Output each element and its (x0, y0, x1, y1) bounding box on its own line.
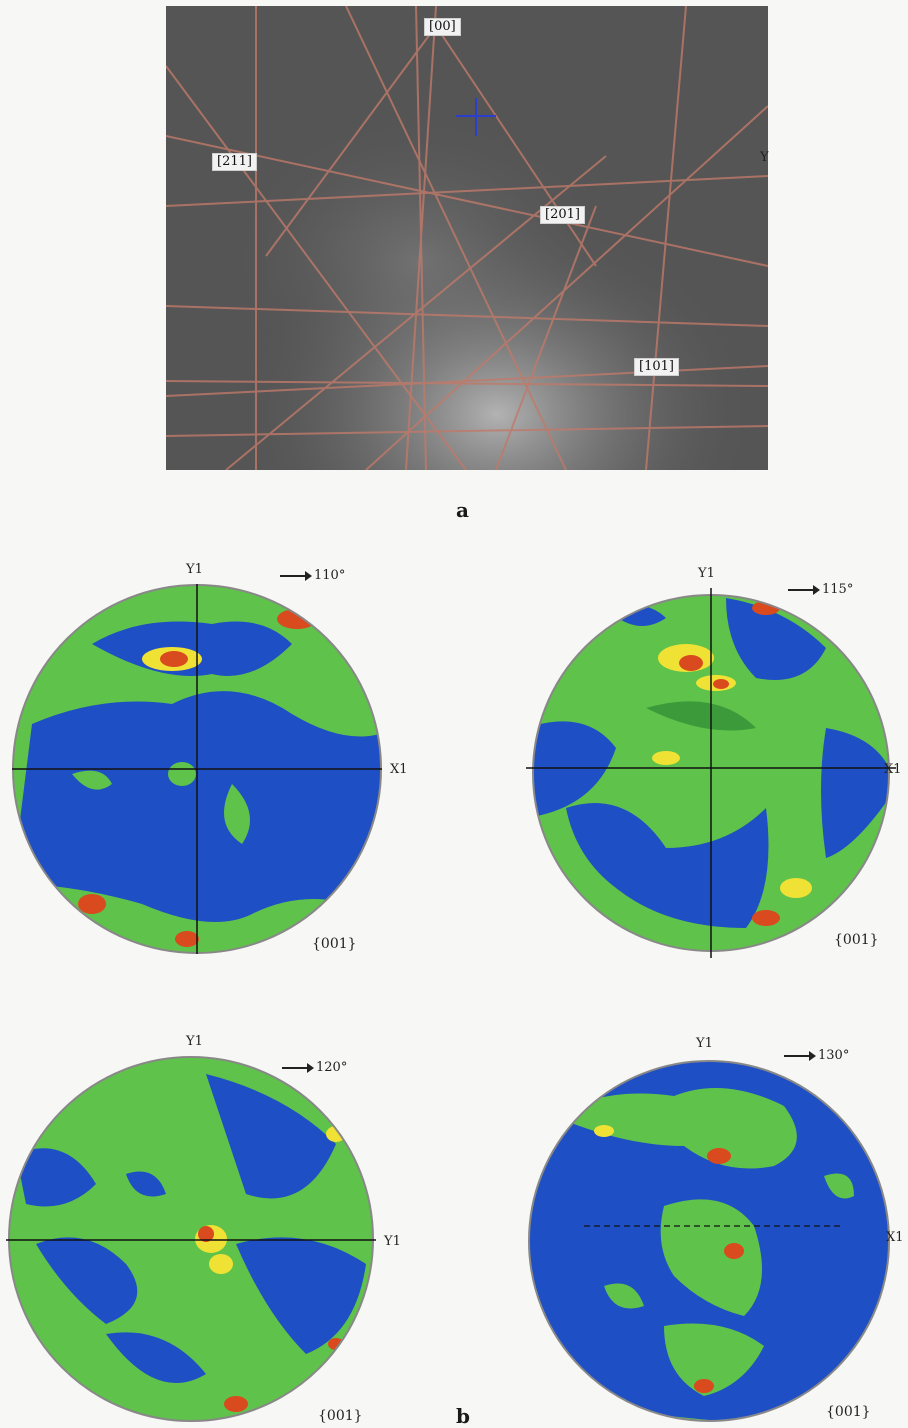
pole-figure-1-side-label: X1 (390, 762, 408, 777)
pole-label-201: [201] (540, 206, 585, 224)
pattern-edge-mark: Y (760, 150, 769, 165)
pole-figure-3-angle: 120° (282, 1060, 347, 1075)
panel-label-b: b (456, 1404, 470, 1428)
pole-figure-3-graphic (6, 1056, 376, 1422)
pole-figure-3-plane: {001} (318, 1408, 363, 1424)
pole-figure-3-top-label: Y1 (186, 1034, 203, 1049)
rotation-arrow-icon (788, 584, 820, 595)
pole-figure-3-side-label: Y1 (384, 1234, 401, 1249)
pole-label-00: [00] (424, 18, 461, 36)
pole-figure-4-side-label: X1 (886, 1230, 904, 1245)
pole-figure-4-plane: {001} (826, 1404, 871, 1420)
rotation-arrow-icon (280, 570, 312, 581)
pattern-center-cross (456, 98, 496, 136)
pole-figure-4-angle: 130° (784, 1048, 849, 1063)
pole-figure-2-graphic (526, 588, 896, 958)
pole-figure-3 (6, 1054, 376, 1424)
pole-figure-2-side-label: X1 (884, 762, 902, 777)
pole-figure-1-angle: 110° (280, 568, 345, 583)
pole-figure-1-plane: {001} (312, 936, 357, 952)
pole-figure-2-top-label: Y1 (698, 566, 715, 581)
pole-figure-4 (524, 1056, 894, 1426)
kikuchi-pattern (166, 6, 768, 470)
pole-figure-2-plane: {001} (834, 932, 879, 948)
pole-figure-2 (526, 588, 896, 958)
pole-label-101: [101] (634, 358, 679, 376)
pole-figure-4-graphic (528, 1060, 890, 1422)
pole-figure-4-top-label: Y1 (696, 1036, 713, 1051)
pole-figure-2-angle: 115° (788, 582, 853, 597)
rotation-arrow-icon (282, 1062, 314, 1073)
pole-figure-1-graphic (12, 584, 382, 954)
kikuchi-pattern-graphic (166, 6, 768, 470)
pole-figure-1-top-label: Y1 (186, 562, 203, 577)
panel-label-a: a (456, 498, 469, 522)
kikuchi-bands (166, 6, 768, 470)
rotation-arrow-icon (784, 1050, 816, 1061)
pole-label-211: [211] (212, 153, 257, 171)
pole-figure-1 (12, 584, 382, 954)
